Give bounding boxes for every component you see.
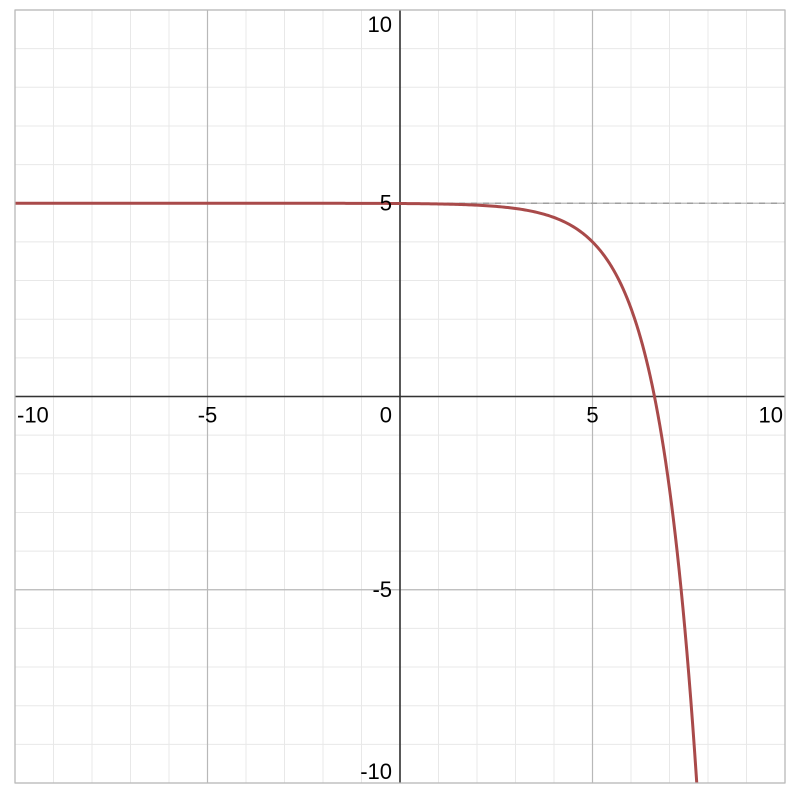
y-tick-label: -5 bbox=[372, 577, 392, 602]
xy-plot: -10 -5 0 5 10 10 5 -5 -10 bbox=[0, 0, 800, 793]
x-tick-label: -10 bbox=[17, 403, 49, 428]
x-tick-label: 10 bbox=[759, 403, 783, 428]
y-tick-label: 5 bbox=[380, 190, 392, 215]
x-tick-label: 5 bbox=[586, 403, 598, 428]
plot-svg: -10 -5 0 5 10 10 5 -5 -10 bbox=[0, 0, 800, 793]
y-tick-label: -10 bbox=[360, 759, 392, 784]
x-tick-label: -5 bbox=[198, 403, 218, 428]
x-tick-label: 0 bbox=[380, 403, 392, 428]
y-tick-label: 10 bbox=[368, 12, 392, 37]
